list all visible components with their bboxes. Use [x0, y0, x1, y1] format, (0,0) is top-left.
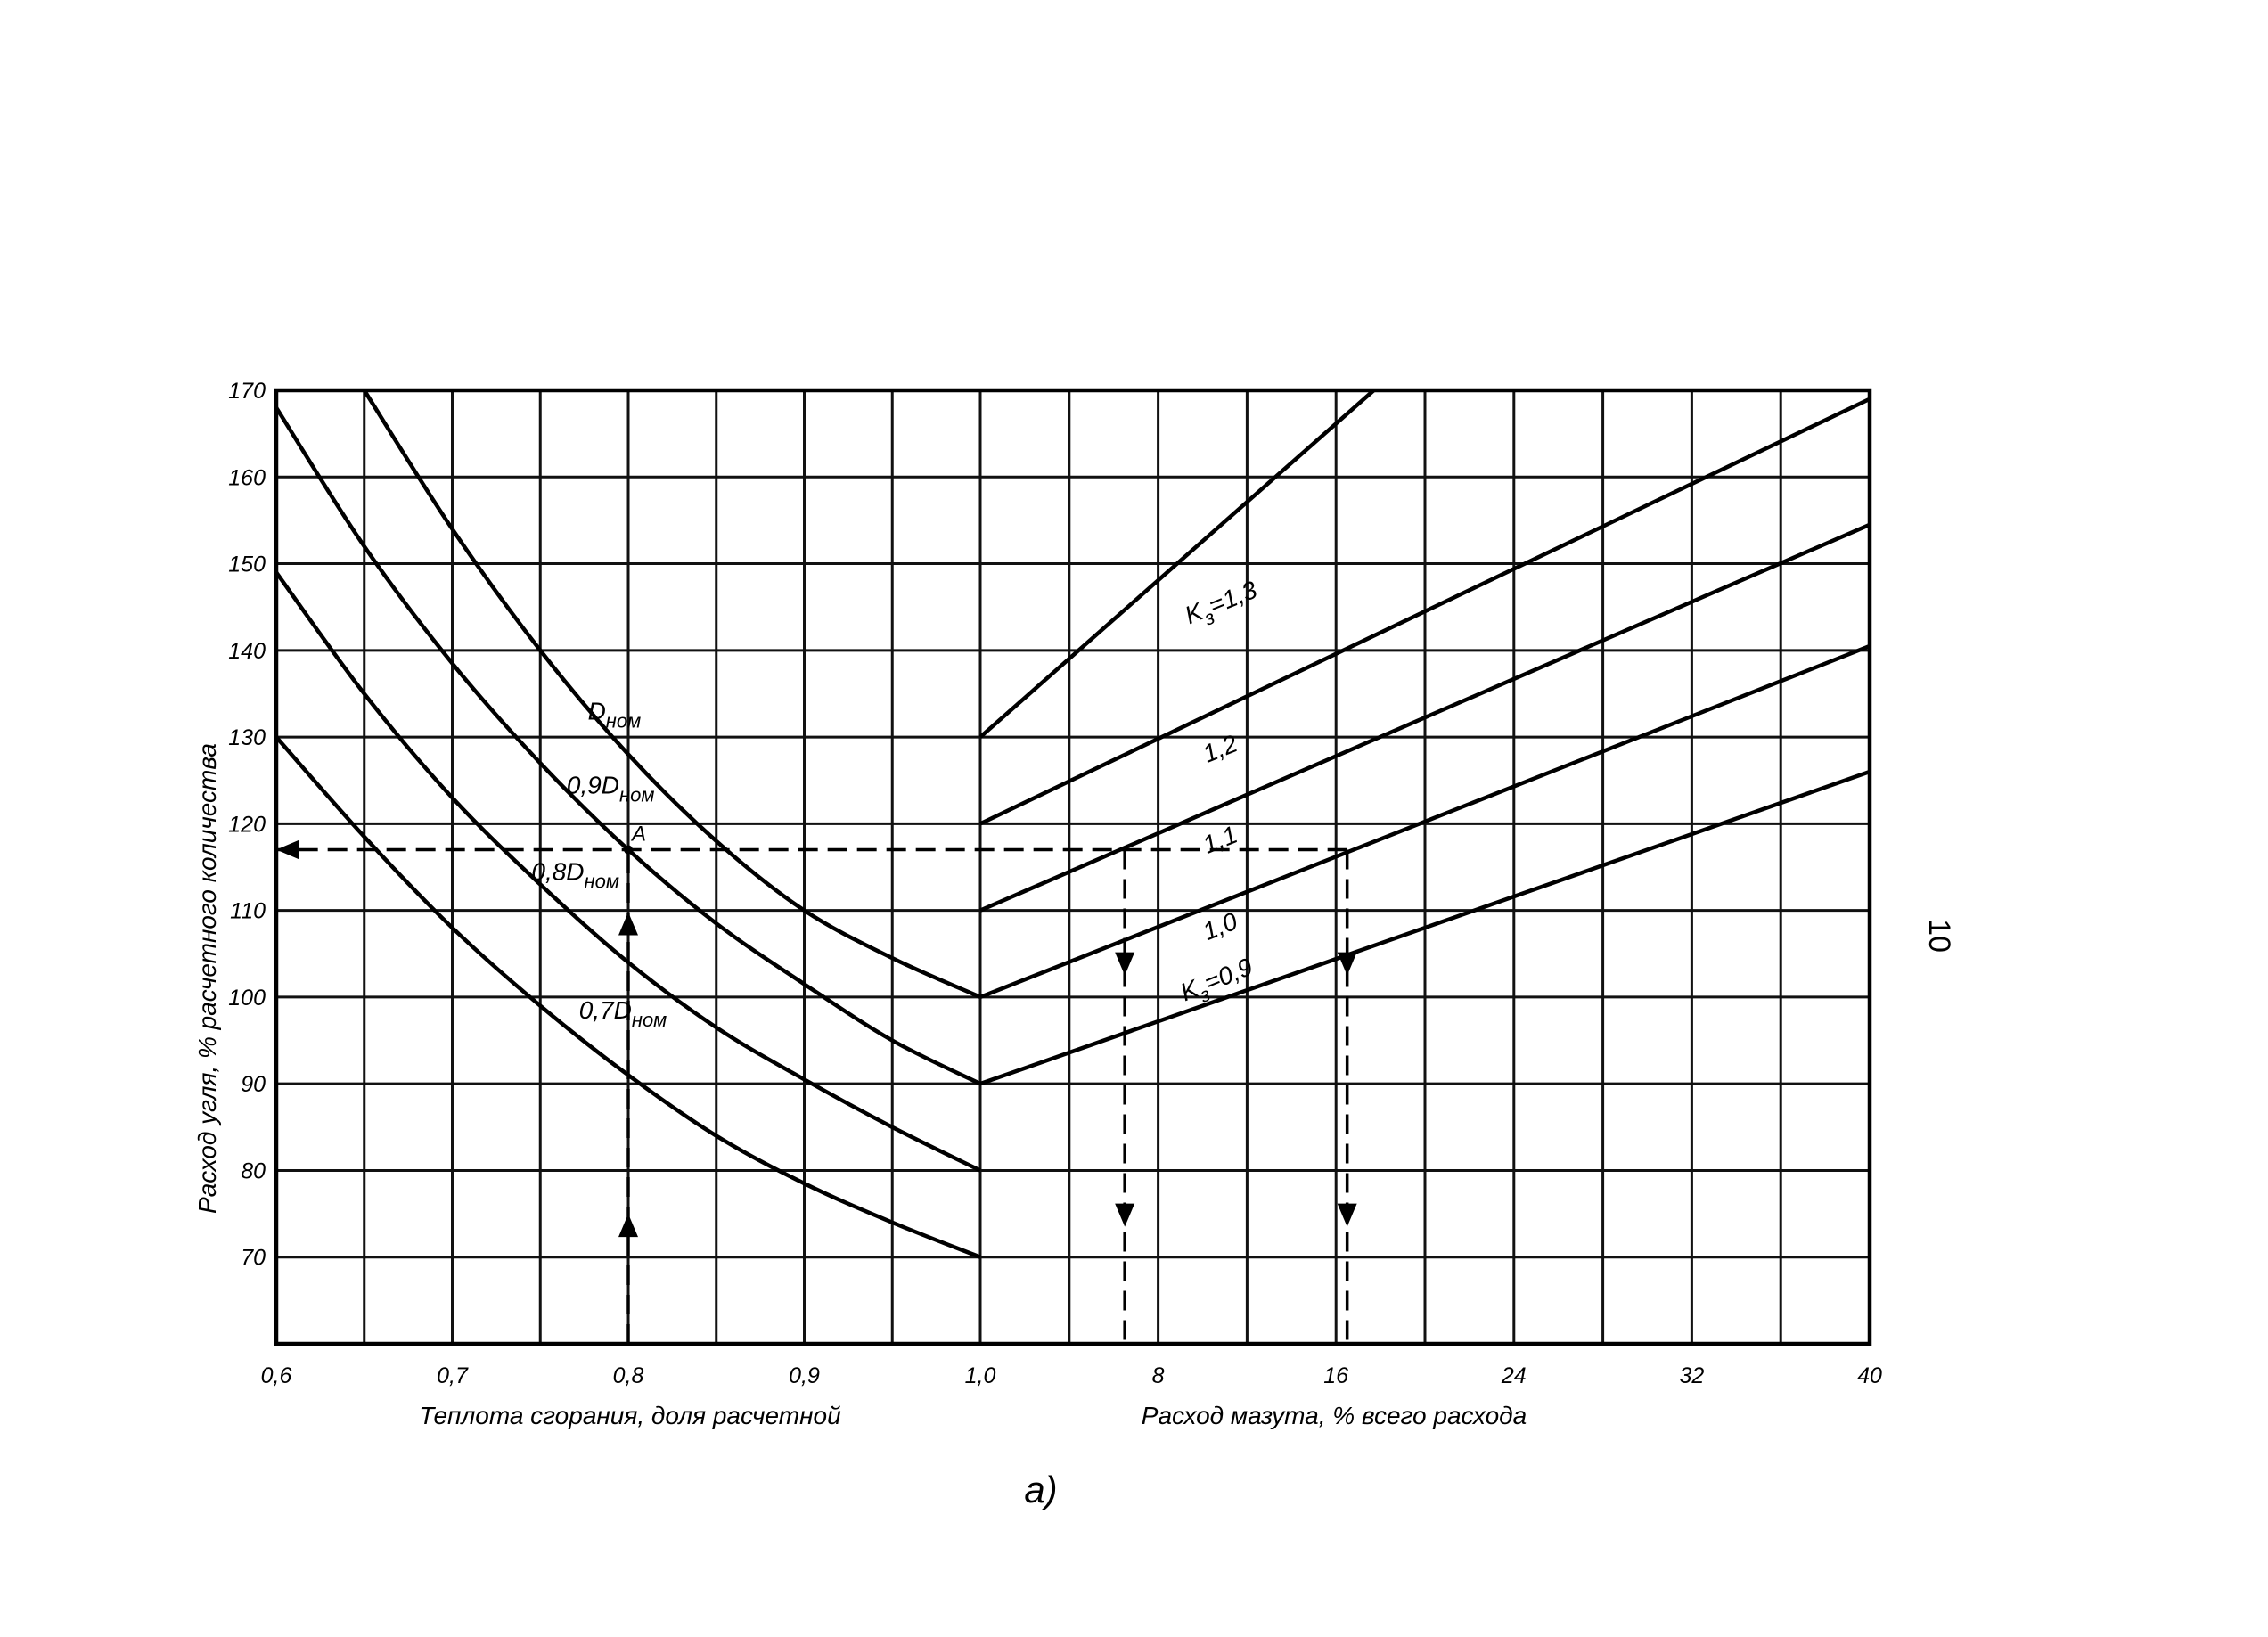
- guide-arrow: [276, 839, 299, 860]
- x-tick-label: 24: [1501, 1363, 1527, 1388]
- figure-caption: а): [1024, 1469, 1057, 1510]
- y-tick-label: 150: [228, 552, 266, 577]
- guide-arrow: [1115, 952, 1135, 976]
- line-1,2: [979, 397, 1871, 826]
- series-label: 1,2: [1199, 729, 1241, 767]
- curve-0,7Dном: [274, 735, 981, 1259]
- x-tick-label: 8: [1152, 1363, 1165, 1388]
- x-tick-label: 1,0: [965, 1363, 996, 1388]
- page-number: 10: [1922, 919, 1956, 953]
- chart-curves: [274, 389, 1871, 1259]
- line-Kз=1,3: [978, 389, 1376, 739]
- x-tick-label: 0,9: [789, 1363, 820, 1388]
- line-1,0: [979, 643, 1871, 1000]
- y-tick-label: 70: [241, 1246, 266, 1271]
- line-Kз=0,9: [979, 769, 1871, 1086]
- series-label: 0,9Dном: [567, 771, 655, 806]
- y-tick-label: 80: [241, 1158, 266, 1183]
- point-label: A: [630, 823, 646, 847]
- series-label: 1,0: [1199, 907, 1241, 945]
- x-tick-label: 0,7: [437, 1363, 469, 1388]
- y-tick-label: 100: [228, 986, 266, 1011]
- guide-arrow: [1337, 1203, 1357, 1227]
- curve-0,8Dном: [274, 570, 981, 1173]
- x-tick-label: 16: [1323, 1363, 1348, 1388]
- guide-arrow: [1115, 1203, 1135, 1227]
- y-tick-label: 140: [228, 639, 266, 664]
- series-label: 0,7Dном: [579, 996, 667, 1031]
- x-tick-label: 40: [1857, 1363, 1882, 1388]
- curve-Dном: [362, 389, 981, 999]
- y-axis-label: Расход угля, % расчетного количества: [193, 743, 221, 1214]
- plot-frame: [274, 388, 1872, 1346]
- y-tick-label: 90: [241, 1072, 266, 1097]
- x-axis-label-right: Расход мазута, % всего расхода: [1142, 1402, 1527, 1429]
- x-tick-label: 32: [1679, 1363, 1704, 1388]
- y-tick-label: 160: [228, 465, 266, 490]
- line-1,1: [979, 522, 1871, 913]
- guide-arrow: [618, 912, 638, 936]
- y-tick-label: 170: [228, 379, 266, 404]
- x-axis-label-left: Теплота сгорания, доля расчетной: [419, 1402, 841, 1429]
- chart-guides: [276, 839, 1357, 1344]
- y-tick-label: 130: [228, 725, 266, 750]
- chart-grid: [274, 388, 1872, 1346]
- curve-0,9Dном: [274, 406, 981, 1086]
- y-tick-label: 110: [230, 899, 266, 924]
- guide-arrow: [618, 1214, 638, 1238]
- chart-labels: 70 80 90 100 110 120 130 140 150 160 170 0,6 0,7 0,8 0…: [228, 379, 1882, 1388]
- series-label: Kз=1,3: [1181, 576, 1264, 636]
- series-label: 1,1: [1199, 821, 1241, 859]
- series-label: 0,8Dном: [531, 858, 619, 893]
- y-tick-label: 120: [228, 812, 266, 837]
- x-tick-label: 0,6: [261, 1363, 292, 1388]
- x-tick-label: 0,8: [613, 1363, 644, 1388]
- series-label: Dном: [588, 698, 642, 733]
